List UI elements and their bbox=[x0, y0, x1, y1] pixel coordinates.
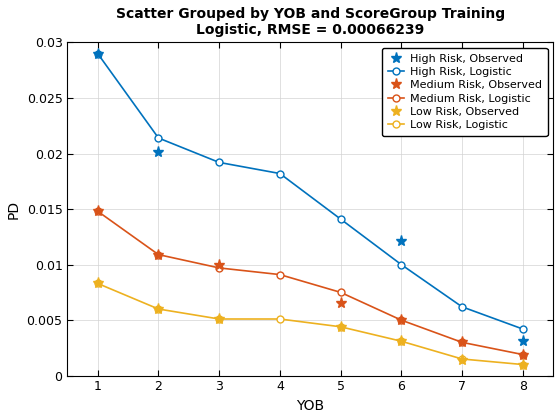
Y-axis label: PD: PD bbox=[7, 200, 21, 219]
X-axis label: YOB: YOB bbox=[296, 399, 324, 413]
Title: Scatter Grouped by YOB and ScoreGroup Training
Logistic, RMSE = 0.00066239: Scatter Grouped by YOB and ScoreGroup Tr… bbox=[116, 7, 505, 37]
Legend: High Risk, Observed, High Risk, Logistic, Medium Risk, Observed, Medium Risk, Lo: High Risk, Observed, High Risk, Logistic… bbox=[382, 48, 548, 136]
